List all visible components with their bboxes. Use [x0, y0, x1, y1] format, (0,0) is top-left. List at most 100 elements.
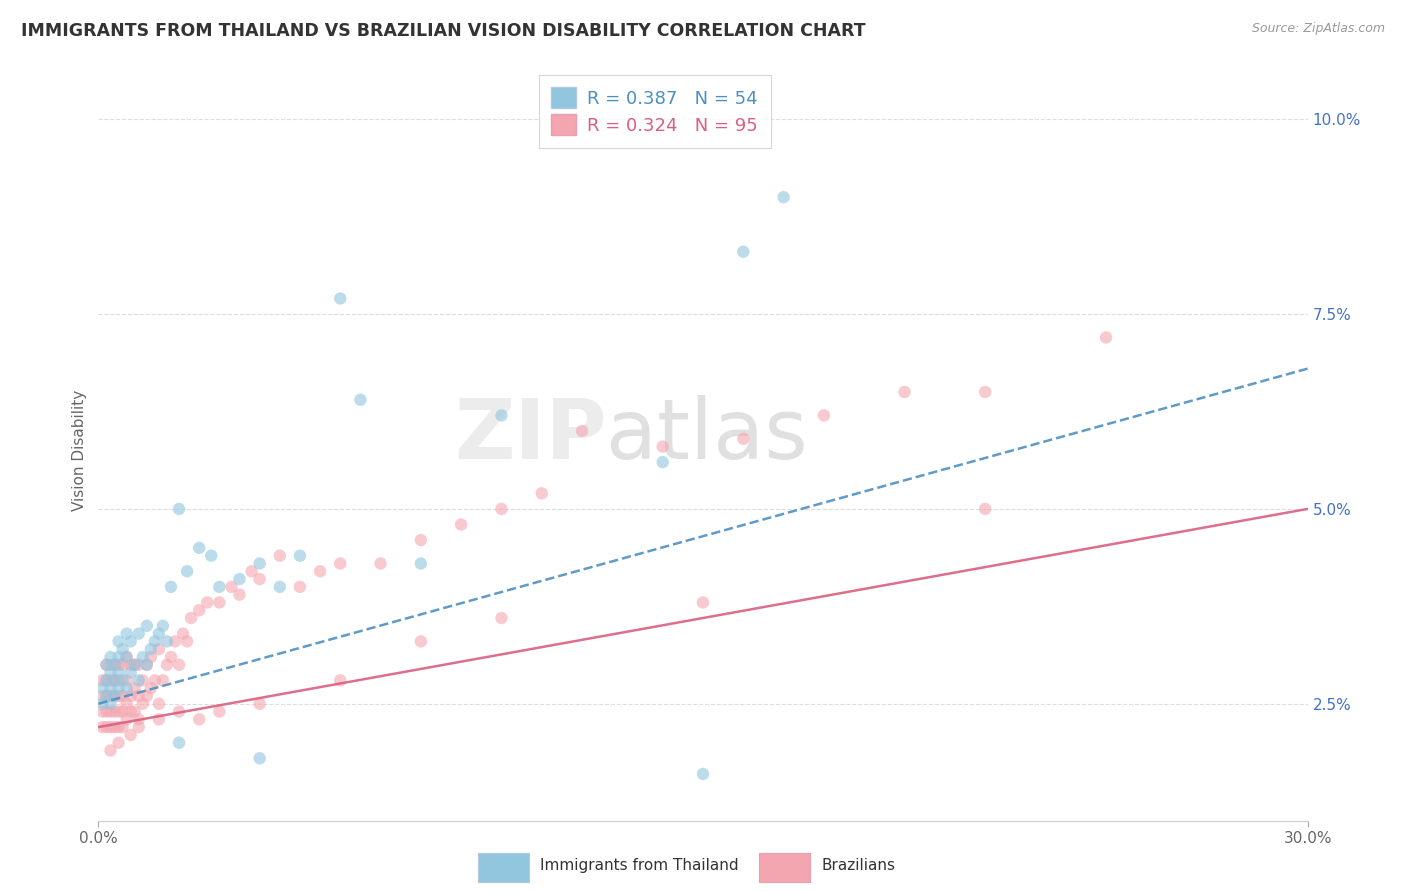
Point: [91, 705, 114, 719]
Point: [1095, 330, 1118, 344]
Point: [115, 626, 138, 640]
Text: Brazilians: Brazilians: [821, 858, 896, 873]
Bar: [759, 854, 810, 881]
Point: [228, 588, 250, 602]
Point: [111, 657, 134, 672]
Point: [120, 705, 142, 719]
Point: [208, 580, 231, 594]
Point: [132, 697, 155, 711]
Point: [370, 557, 392, 571]
Point: [115, 650, 138, 665]
Point: [135, 657, 157, 672]
Y-axis label: Vision Disability: Vision Disability: [72, 390, 87, 511]
Point: [349, 392, 371, 407]
Point: [200, 549, 222, 563]
Point: [249, 557, 271, 571]
Text: Source: ZipAtlas.com: Source: ZipAtlas.com: [1251, 22, 1385, 36]
Point: [163, 634, 186, 648]
Point: [96, 673, 118, 688]
Point: [96, 720, 118, 734]
Point: [188, 603, 211, 617]
Point: [651, 440, 673, 454]
Point: [176, 634, 198, 648]
Point: [139, 642, 162, 657]
Text: Immigrants from Thailand: Immigrants from Thailand: [540, 858, 738, 873]
Point: [176, 564, 198, 578]
Point: [103, 689, 125, 703]
Point: [143, 673, 166, 688]
Point: [160, 650, 183, 665]
Point: [450, 517, 472, 532]
Point: [329, 292, 352, 306]
Point: [651, 455, 673, 469]
Point: [124, 657, 146, 672]
Point: [228, 572, 250, 586]
Point: [195, 595, 218, 609]
Point: [96, 689, 118, 703]
Point: [152, 619, 174, 633]
Point: [120, 689, 142, 703]
Point: [107, 681, 129, 695]
Point: [91, 697, 114, 711]
Point: [91, 720, 114, 734]
Point: [188, 541, 211, 555]
Point: [100, 720, 122, 734]
Point: [135, 619, 157, 633]
Point: [309, 564, 332, 578]
Point: [135, 689, 157, 703]
Point: [103, 657, 125, 672]
Point: [128, 712, 150, 726]
Point: [148, 712, 170, 726]
Point: [100, 657, 122, 672]
Point: [120, 657, 142, 672]
Point: [107, 705, 129, 719]
Point: [124, 681, 146, 695]
Point: [249, 572, 271, 586]
Point: [491, 409, 513, 423]
Point: [111, 642, 134, 657]
Point: [111, 673, 134, 688]
Point: [491, 611, 513, 625]
Point: [530, 486, 553, 500]
Point: [148, 626, 170, 640]
Point: [107, 657, 129, 672]
Point: [135, 657, 157, 672]
Point: [167, 705, 190, 719]
Point: [409, 557, 432, 571]
Bar: [478, 854, 529, 881]
Point: [103, 657, 125, 672]
Point: [96, 689, 118, 703]
Point: [249, 751, 271, 765]
Legend: R = 0.387   N = 54, R = 0.324   N = 95: R = 0.387 N = 54, R = 0.324 N = 95: [538, 75, 770, 148]
Point: [813, 409, 835, 423]
Point: [124, 657, 146, 672]
Text: IMMIGRANTS FROM THAILAND VS BRAZILIAN VISION DISABILITY CORRELATION CHART: IMMIGRANTS FROM THAILAND VS BRAZILIAN VI…: [21, 22, 866, 40]
Point: [96, 657, 118, 672]
Point: [249, 697, 271, 711]
Point: [100, 665, 122, 680]
Point: [100, 689, 122, 703]
Point: [103, 673, 125, 688]
Point: [733, 432, 755, 446]
Point: [733, 244, 755, 259]
Point: [103, 673, 125, 688]
Point: [103, 705, 125, 719]
Point: [329, 673, 352, 688]
Point: [111, 705, 134, 719]
Point: [100, 697, 122, 711]
Point: [974, 502, 997, 516]
Point: [172, 626, 194, 640]
Point: [96, 657, 118, 672]
Point: [107, 736, 129, 750]
Point: [139, 681, 162, 695]
Point: [148, 697, 170, 711]
Point: [143, 634, 166, 648]
Point: [107, 673, 129, 688]
Point: [772, 190, 794, 204]
Point: [115, 681, 138, 695]
Point: [148, 642, 170, 657]
Point: [128, 689, 150, 703]
Point: [692, 595, 714, 609]
Point: [167, 736, 190, 750]
Point: [100, 743, 122, 757]
